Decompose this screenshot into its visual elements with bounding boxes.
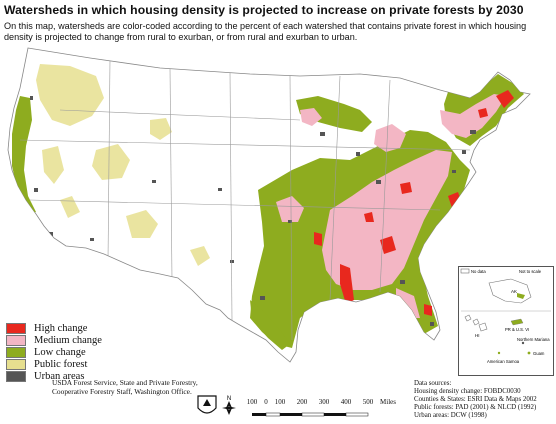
legend-label: Urban areas	[34, 370, 85, 382]
scale-tick-label: 100	[274, 398, 286, 406]
credit-text: USDA Forest Service, State and Private F…	[52, 378, 212, 397]
alaska-shape	[488, 278, 532, 304]
legend-swatch	[6, 334, 26, 346]
public-forest-areas	[36, 64, 210, 266]
legend-label: High change	[34, 322, 88, 334]
source-line: Urban areas: DCW (1998)	[414, 411, 487, 419]
map-title: Watersheds in which housing density is p…	[4, 3, 524, 17]
map-fill-layers	[12, 59, 524, 350]
data-sources: Data sources: Housing density change: FO…	[414, 380, 554, 420]
map-legend: High change Medium change Low change Pub…	[6, 322, 102, 382]
scale-tick-label: 500	[362, 398, 374, 406]
scale-tick-label: 100	[246, 398, 258, 406]
state-boundaries	[19, 59, 471, 341]
inset-label: AK	[511, 289, 517, 294]
scale-tick-label: 200	[296, 398, 308, 406]
hawaii-shape	[464, 314, 488, 332]
legend-label: Low change	[34, 346, 86, 358]
high-change-areas	[314, 90, 514, 316]
legend-swatch	[6, 358, 26, 370]
scale-bar	[252, 412, 369, 417]
inset-label: HI	[475, 333, 480, 338]
inset-label: American Samoa	[487, 359, 520, 364]
legend-label: Medium change	[34, 334, 102, 346]
credit-line: Cooperative Forestry Staff, Washington O…	[52, 386, 192, 396]
inset-not-to-scale: Not to scale	[519, 269, 542, 274]
forest-service-logo	[197, 395, 217, 414]
inset-label: Guam	[533, 351, 545, 356]
legend-item-high: High change	[6, 322, 102, 334]
north-label: N	[227, 396, 231, 402]
inset-label: PR & U.S. VI	[505, 327, 529, 332]
legend-swatch	[6, 370, 26, 382]
legend-item-medium: Medium change	[6, 334, 102, 346]
north-arrow: N	[222, 396, 236, 415]
credit-line: USDA Forest Service, State and Private F…	[52, 378, 198, 387]
source-line: Housing density change: FOBDC0030	[414, 387, 521, 395]
legend-label: Public forest	[34, 358, 88, 370]
sources-heading: Data sources:	[414, 380, 452, 387]
scale-labels: 100 0 100 200 300 400 500 Miles	[246, 398, 408, 407]
scale-tick-label: 300	[318, 398, 330, 406]
legend-swatch	[6, 346, 26, 358]
inset-no-data: No data	[471, 269, 486, 274]
legend-item-low: Low change	[6, 346, 102, 358]
legend-swatch	[6, 322, 26, 334]
source-line: Counties & States: ESRI Data & Maps 2002	[414, 395, 537, 403]
territories-inset: No data Not to scale AK HI PR & U.S. VI …	[458, 266, 554, 376]
medium-change-areas	[276, 94, 506, 318]
scale-tick-label: 400	[340, 398, 352, 406]
map-subtitle: On this map, watersheds are color-coded …	[4, 21, 527, 42]
scale-unit: Miles	[380, 398, 396, 406]
inset-label: Northern Mariana	[517, 337, 550, 342]
scale-tick-label: 0	[264, 398, 268, 406]
legend-item-urban: Urban areas	[6, 370, 102, 382]
legend-item-public: Public forest	[6, 358, 102, 370]
source-line: Public forests: PAD (2001) & NLCD (1992)	[414, 403, 537, 411]
inset-map: No data Not to scale AK HI PR & U.S. VI …	[460, 268, 551, 364]
